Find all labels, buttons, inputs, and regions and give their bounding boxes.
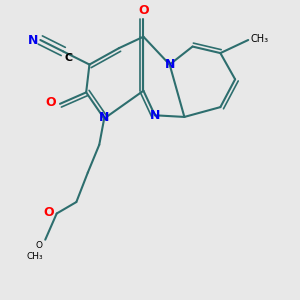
Text: N: N [99,111,110,124]
Text: C: C [65,53,73,63]
Text: N: N [150,109,160,122]
Text: O: O [138,4,149,17]
Text: N: N [164,58,175,71]
Text: O: O [46,96,56,109]
Text: O
CH₃: O CH₃ [26,241,43,261]
Text: CH₃: CH₃ [250,34,269,44]
Text: O: O [43,206,54,218]
Text: N: N [28,34,38,46]
